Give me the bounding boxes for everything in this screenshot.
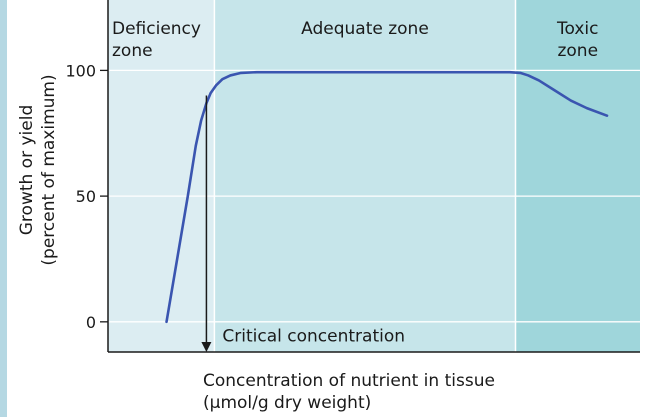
zone-label-0-0: Deficiency (112, 19, 201, 39)
gridlines (108, 69, 640, 323)
x-axis-title-line-1: (µmol/g dry weight) (203, 393, 371, 413)
y-axis-ticks: 0 50 100 (65, 61, 108, 332)
x-axis-title-line-0: Concentration of nutrient in tissue (203, 371, 495, 391)
zone-rect-0 (108, 0, 215, 352)
critical-arrow-head (201, 342, 212, 352)
annotations: Critical concentration (201, 95, 405, 352)
y-axis-title-line-1: (percent of maximum) (39, 74, 59, 265)
left-edge-strip (0, 0, 7, 417)
y-tick-label-2: 100 (65, 61, 96, 80)
zone-label-0-1: zone (112, 41, 153, 61)
y-axis-title-line-0: Growth or yield (17, 105, 37, 236)
growth-curve-0 (165, 70, 609, 324)
series-layer (165, 70, 609, 324)
axes (107, 0, 640, 353)
zone-label-2-0: Toxic (556, 19, 599, 39)
zone-label-2-1: zone (557, 41, 598, 61)
y-tick-label-1: 50 (76, 187, 96, 206)
axis-titles: Concentration of nutrient in tissue(µmol… (17, 74, 495, 413)
zone-rect-1 (214, 0, 516, 352)
zone-label-1-0: Adequate zone (301, 19, 429, 39)
critical-concentration-label: Critical concentration (222, 326, 405, 346)
y-tick-label-0: 0 (86, 313, 96, 332)
zone-backgrounds (108, 0, 640, 352)
zone-rect-2 (515, 0, 640, 352)
